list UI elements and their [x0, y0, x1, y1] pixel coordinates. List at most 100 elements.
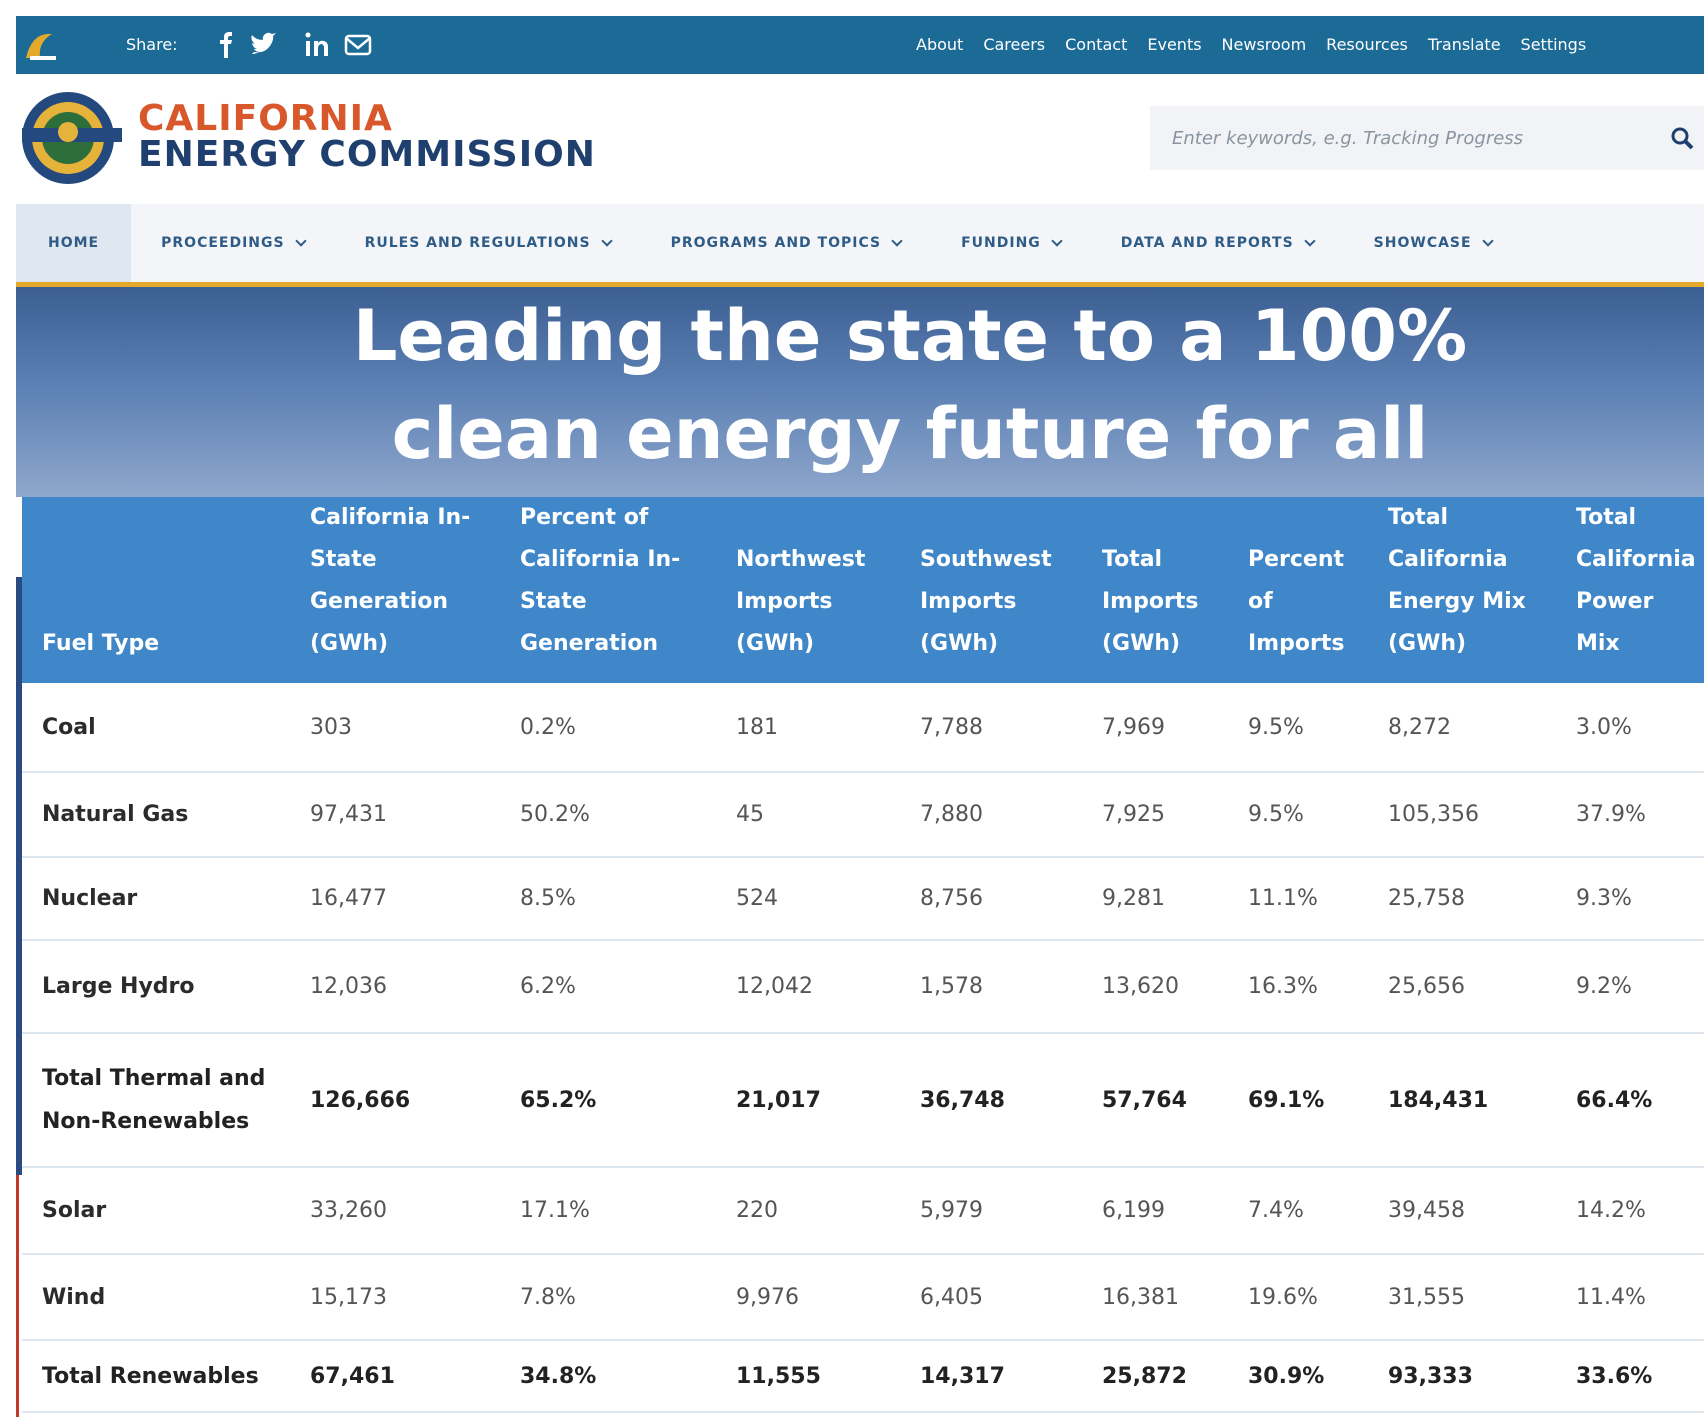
row-label: Wind	[22, 1254, 290, 1341]
table-cell: 126,666	[290, 1033, 500, 1168]
table-cell: 9.2%	[1556, 940, 1704, 1034]
table-row: Natural Gas 97,431 50.2% 45 7,880 7,925 9.5% 10…	[22, 772, 1704, 858]
table-cell: 50.2%	[500, 772, 716, 858]
row-label: Coal	[22, 683, 290, 773]
org-name-line1: CALIFORNIA	[138, 98, 393, 139]
row-label: Nuclear	[22, 857, 290, 941]
table-cell: 6,405	[900, 1254, 1082, 1341]
table-cell: 36,748	[900, 1033, 1082, 1168]
table-cell: 6.2%	[500, 940, 716, 1034]
utility-link[interactable]: Careers	[983, 35, 1046, 54]
facebook-icon[interactable]	[220, 32, 232, 58]
table-cell: 25,656	[1368, 940, 1556, 1034]
table-row: Large Hydro 12,036 6.2% 12,042 1,578 13,620 16…	[22, 940, 1704, 1034]
table-cell: 67,461	[290, 1340, 500, 1413]
table-cell: 0.2%	[500, 683, 716, 773]
table-cell: 16.3%	[1228, 940, 1368, 1034]
utility-link[interactable]: Contact	[1065, 35, 1128, 54]
utility-link[interactable]: Resources	[1326, 35, 1408, 54]
table-cell: 12,042	[716, 940, 900, 1034]
share-icons	[220, 32, 372, 58]
table-cell: 303	[290, 683, 500, 773]
table-cell: 33,260	[290, 1167, 500, 1255]
table-cell: 7.4%	[1228, 1167, 1368, 1255]
table-cell: 30.9%	[1228, 1340, 1368, 1413]
table-cell: 3.0%	[1556, 683, 1704, 773]
column-header: Percent of California In-State Generatio…	[500, 497, 716, 683]
search-placeholder: Enter keywords, e.g. Tracking Progress	[1172, 128, 1524, 149]
utility-link[interactable]: About	[916, 35, 964, 54]
table-cell: 524	[716, 857, 900, 941]
table-cell: 5,979	[900, 1167, 1082, 1255]
table-cell: 8,756	[900, 857, 1082, 941]
nav-item[interactable]: SHOWCASE	[1344, 204, 1522, 282]
energy-table: Fuel Type California In-State Generation …	[22, 497, 1704, 1413]
table-cell: 7,788	[900, 683, 1082, 773]
table-cell: 39,458	[1368, 1167, 1556, 1255]
search-icon[interactable]	[1670, 126, 1696, 152]
side-accent	[16, 577, 22, 1175]
row-label: Solar	[22, 1167, 290, 1255]
nav-item[interactable]: PROGRAMS AND TOPICS	[641, 204, 932, 282]
table-cell: 37.9%	[1556, 772, 1704, 858]
table-cell: 14,317	[900, 1340, 1082, 1413]
column-header: Northwest Imports (GWh)	[716, 497, 900, 683]
table-cell: 12,036	[290, 940, 500, 1034]
table-cell: 9.5%	[1228, 772, 1368, 858]
table-cell: 9.3%	[1556, 857, 1704, 941]
search-box[interactable]: Enter keywords, e.g. Tracking Progress	[1150, 106, 1704, 170]
table-cell: 181	[716, 683, 900, 773]
nav-item[interactable]: DATA AND REPORTS	[1091, 204, 1344, 282]
column-header: Total Imports (GWh)	[1082, 497, 1228, 683]
table-cell: 21,017	[716, 1033, 900, 1168]
table-row: Total Renewables 67,461 34.8% 11,555 14,317 2…	[22, 1340, 1704, 1413]
table-header: Fuel Type California In-State Generation …	[22, 497, 1704, 683]
table-cell: 69.1%	[1228, 1033, 1368, 1168]
column-header: Southwest Imports (GWh)	[900, 497, 1082, 683]
table-cell: 220	[716, 1167, 900, 1255]
column-header: Fuel Type	[22, 497, 290, 683]
table-cell: 105,356	[1368, 772, 1556, 858]
linkedin-icon[interactable]	[305, 32, 329, 57]
column-header: Percent of Imports	[1228, 497, 1368, 683]
table-cell: 57,764	[1082, 1033, 1228, 1168]
column-header: Total California Energy Mix (GWh)	[1368, 497, 1556, 683]
table-cell: 17.1%	[500, 1167, 716, 1255]
table-cell: 97,431	[290, 772, 500, 858]
table-row: Wind 15,173 7.8% 9,976 6,405 16,381 19.6% 31,55…	[22, 1254, 1704, 1341]
table-cell: 7,880	[900, 772, 1082, 858]
table-cell: 9,281	[1082, 857, 1228, 941]
utility-link[interactable]: Settings	[1520, 35, 1587, 54]
nav-item[interactable]: RULES AND REGULATIONS	[335, 204, 641, 282]
table-cell: 15,173	[290, 1254, 500, 1341]
side-accent	[16, 1175, 19, 1417]
share-label: Share:	[126, 35, 178, 54]
nav-item[interactable]: PROCEEDINGS	[131, 204, 334, 282]
table-cell: 66.4%	[1556, 1033, 1704, 1168]
utility-link[interactable]: Translate	[1427, 35, 1501, 54]
column-header: California In-State Generation (GWh)	[290, 497, 500, 683]
email-icon[interactable]	[344, 34, 372, 56]
utility-link[interactable]: Newsroom	[1221, 35, 1307, 54]
ca-gov-logo[interactable]	[22, 28, 58, 62]
row-label: Total Renewables	[22, 1340, 290, 1413]
table-cell: 7,969	[1082, 683, 1228, 773]
table-cell: 25,758	[1368, 857, 1556, 941]
table-row: Solar 33,260 17.1% 220 5,979 6,199 7.4% 39,458 1…	[22, 1167, 1704, 1255]
table-row: Nuclear 16,477 8.5% 524 8,756 9,281 11.1% 25,75…	[22, 857, 1704, 941]
table-cell: 34.8%	[500, 1340, 716, 1413]
row-label: Total Thermal and Non-Renewables	[22, 1033, 290, 1168]
twitter-icon[interactable]	[251, 32, 276, 54]
nav-item[interactable]: HOME	[16, 204, 132, 282]
table-cell: 1,578	[900, 940, 1082, 1034]
table-cell: 16,381	[1082, 1254, 1228, 1341]
utility-link[interactable]: Events	[1147, 35, 1202, 54]
table-cell: 25,872	[1082, 1340, 1228, 1413]
table-cell: 11,555	[716, 1340, 900, 1413]
utility-links: About Careers Contact Events Newsroom Resourc…	[916, 35, 1586, 54]
nav-item[interactable]: FUNDING	[931, 204, 1091, 282]
table-cell: 19.6%	[1228, 1254, 1368, 1341]
table-cell: 184,431	[1368, 1033, 1556, 1168]
hero-headline: clean energy future for all	[391, 393, 1429, 475]
cec-seal[interactable]	[16, 88, 128, 188]
